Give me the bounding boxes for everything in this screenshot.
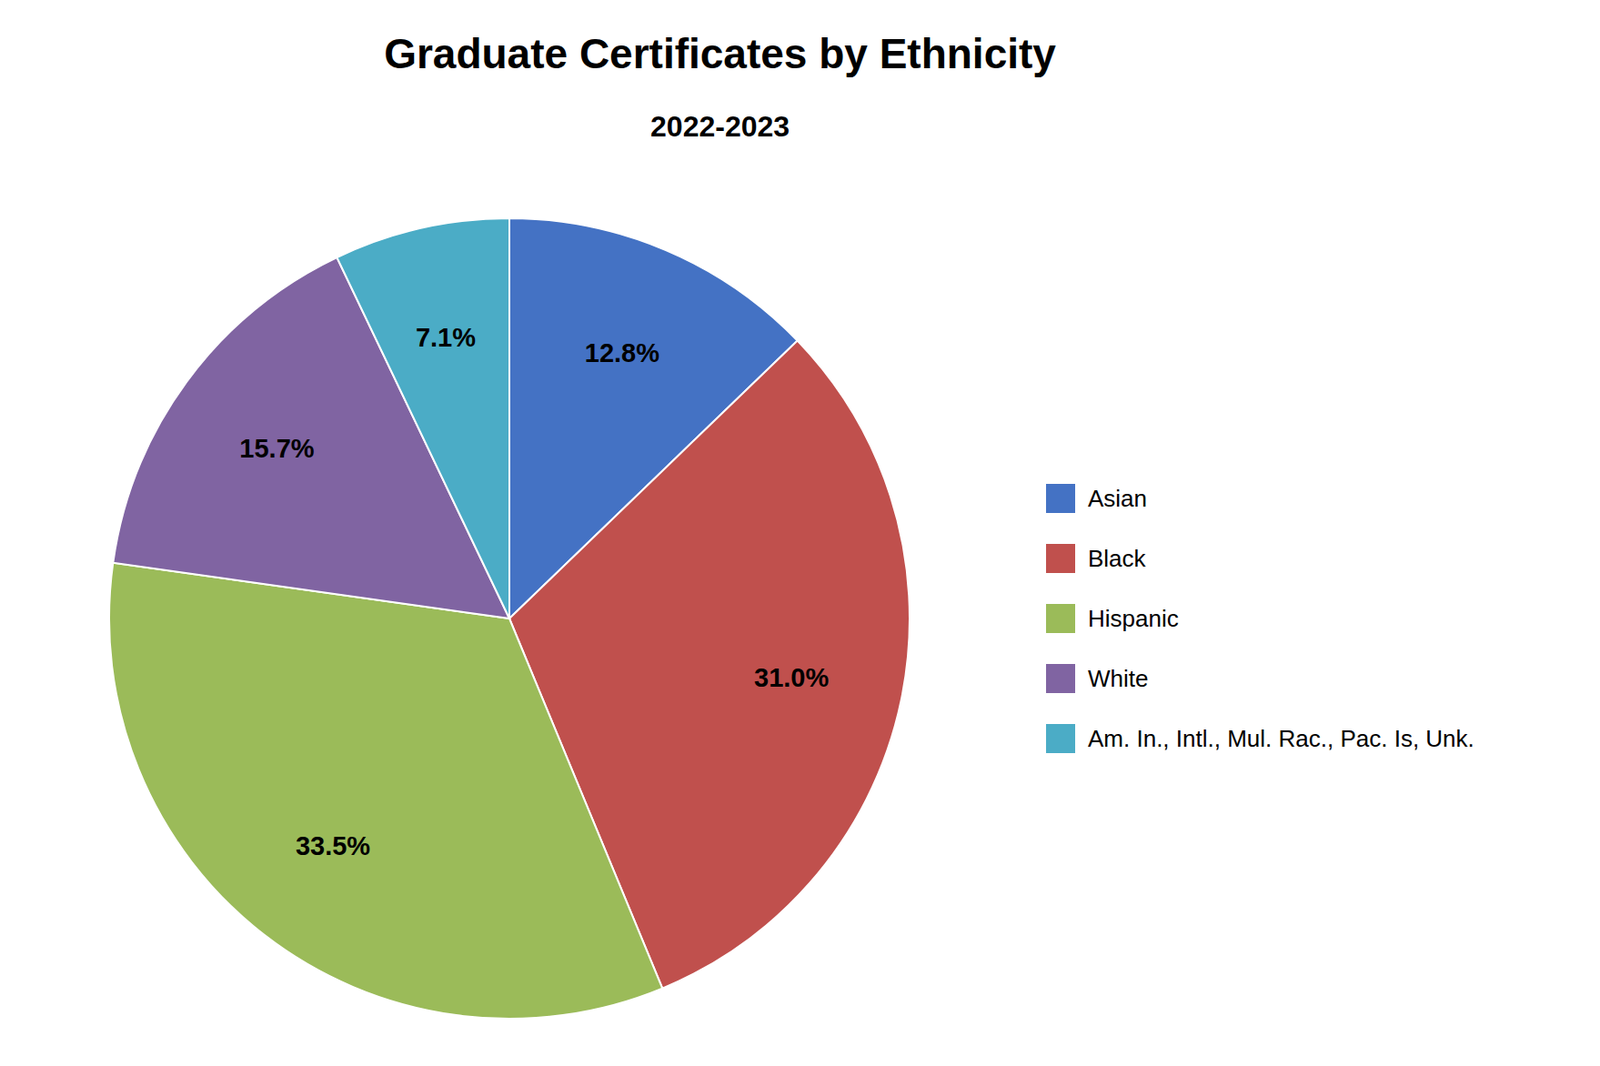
data-label: 7.1% [415, 322, 476, 353]
legend: Asian Black Hispanic White Am. In., Intl., M… [1046, 483, 1475, 754]
pie [109, 218, 910, 1019]
title: Graduate Certificates by Ethnicity [383, 30, 1057, 78]
legend-swatch [1046, 664, 1076, 694]
legend-entry: White [1087, 664, 1148, 693]
legend-entry: Black [1087, 544, 1148, 573]
data-label: 15.7% [239, 433, 314, 463]
background [0, 0, 1600, 1066]
data-labels: 12.8% 31.0% 33.5% 15.7% 7.1% [239, 322, 829, 861]
data-label: 31.0% [754, 663, 829, 693]
data-label: 12.8% [584, 338, 660, 368]
legend-swatch [1046, 543, 1076, 574]
legend-entry: Am. In., Intl., Mul. Rac., Pac. Is, Unk. [1087, 724, 1475, 753]
legend-swatch [1046, 724, 1076, 754]
legend-swatch [1046, 483, 1076, 514]
legend-entry: Hispanic [1087, 604, 1179, 633]
slice [336, 218, 510, 619]
data-label: 33.5% [295, 831, 371, 861]
chart: Graduate Certificates by Ethnicity 2022-2… [0, 0, 1600, 1066]
legend-entry: Asian [1087, 484, 1148, 513]
legend-swatch [1046, 603, 1076, 634]
slice [109, 563, 663, 1019]
subtitle: 2022-2023 [650, 110, 790, 143]
